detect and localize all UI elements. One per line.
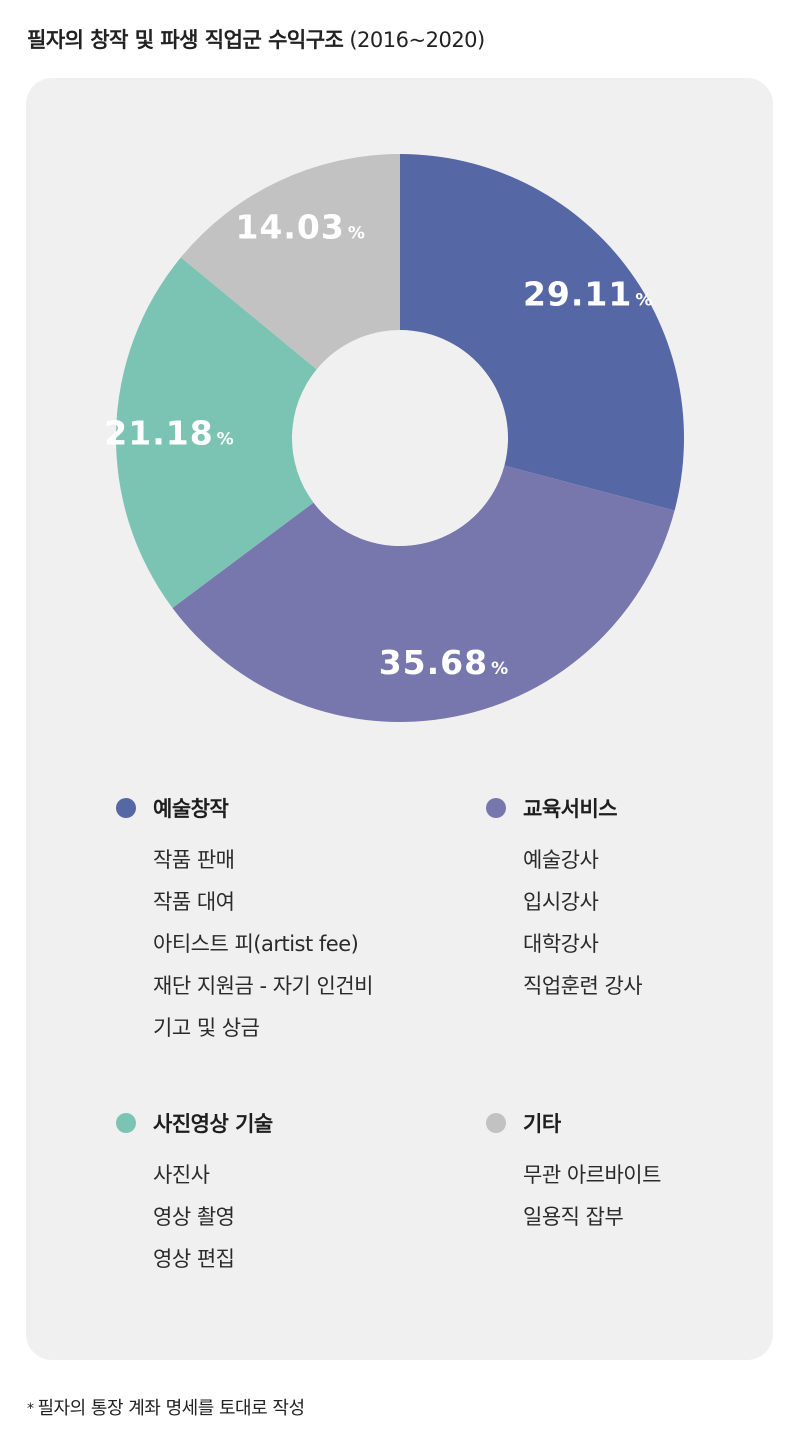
legend-label: 교육서비스	[523, 797, 618, 821]
legend-item: 입시강사	[523, 890, 599, 914]
pie-slice-education	[172, 465, 675, 722]
legend-item: 일용직 잡부	[523, 1205, 624, 1229]
legend-items: 사진사 영상 촬영 영상 편집	[153, 1154, 273, 1280]
legend-label: 예술창작	[153, 797, 229, 821]
legend-item: 재단 지원금 - 자기 인건비	[153, 974, 373, 998]
legend-items: 작품 판매 작품 대여 아티스트 피(artist fee) 재단 지원금 - …	[153, 839, 373, 1049]
data-label-value: 29.11	[523, 274, 632, 313]
legend-item: 대학강사	[523, 932, 599, 956]
legend-group-art-creation: 예술창작 작품 판매 작품 대여 아티스트 피(artist fee) 재단 지…	[116, 793, 373, 1049]
legend-items: 예술강사 입시강사 대학강사 직업훈련 강사	[523, 839, 643, 1007]
donut-chart: 29.11 %35.68 %21.18 %14.03%	[104, 154, 684, 722]
chart-title-period: (2016~2020)	[349, 28, 485, 52]
chart-title: 필자의 창작 및 파생 직업군 수익구조 (2016~2020)	[27, 24, 485, 54]
data-label-unit: %	[491, 659, 508, 679]
data-label-photo-video: 21.18%	[104, 413, 233, 452]
legend-label: 기타	[523, 1112, 561, 1136]
chart-title-main: 필자의 창작 및 파생 직업군 수익구조	[27, 28, 344, 52]
legend-item: 영상 편집	[153, 1247, 235, 1271]
legend-swatch	[116, 798, 136, 818]
legend-swatch	[486, 798, 506, 818]
chart-card: 29.11% 35.68% 21.18% 14.03% 예술창작 작품 판매 작품 대…	[26, 78, 773, 1360]
legend-items: 무관 아르바이트 일용직 잡부	[523, 1154, 661, 1238]
legend-swatch	[486, 1113, 506, 1133]
legend-item: 무관 아르바이트	[523, 1163, 661, 1187]
data-label-education: 35.68%	[379, 643, 508, 682]
data-label-value: 14.03	[235, 207, 344, 246]
legend-item: 예술강사	[523, 848, 599, 872]
footnote: * 필자의 통장 계좌 명세를 토대로 작성	[27, 1394, 305, 1420]
pie-slice-photo-video	[116, 257, 317, 608]
data-label-value: 21.18	[104, 413, 213, 452]
data-label-value: 35.68	[379, 643, 488, 682]
data-label-other: 14.03%	[235, 207, 364, 246]
data-label-unit: %	[217, 429, 234, 449]
legend-swatch	[116, 1113, 136, 1133]
legend-item: 직업훈련 강사	[523, 974, 643, 998]
data-label-art-creation: 29.11%	[523, 274, 652, 313]
legend-item: 기고 및 상금	[153, 1016, 260, 1040]
legend-item: 아티스트 피(artist fee)	[153, 932, 359, 956]
pie-slice-other	[180, 154, 400, 370]
legend-group-photo-video: 사진영상 기술 사진사 영상 촬영 영상 편집	[116, 1108, 273, 1280]
pie-slice-art-creation	[400, 154, 684, 511]
data-label-unit: %	[635, 290, 652, 310]
legend-group-other: 기타 무관 아르바이트 일용직 잡부	[486, 1108, 661, 1238]
footnote-text: 필자의 통장 계좌 명세를 토대로 작성	[37, 1398, 306, 1419]
legend-item: 사진사	[153, 1163, 210, 1187]
legend-item: 작품 대여	[153, 890, 235, 914]
data-label-unit: %	[348, 223, 365, 243]
legend-item: 영상 촬영	[153, 1205, 235, 1229]
legend-label: 사진영상 기술	[153, 1112, 273, 1136]
footnote-marker: *	[27, 1401, 34, 1417]
legend-group-education: 교육서비스 예술강사 입시강사 대학강사 직업훈련 강사	[486, 793, 643, 1007]
legend-item: 작품 판매	[153, 848, 235, 872]
